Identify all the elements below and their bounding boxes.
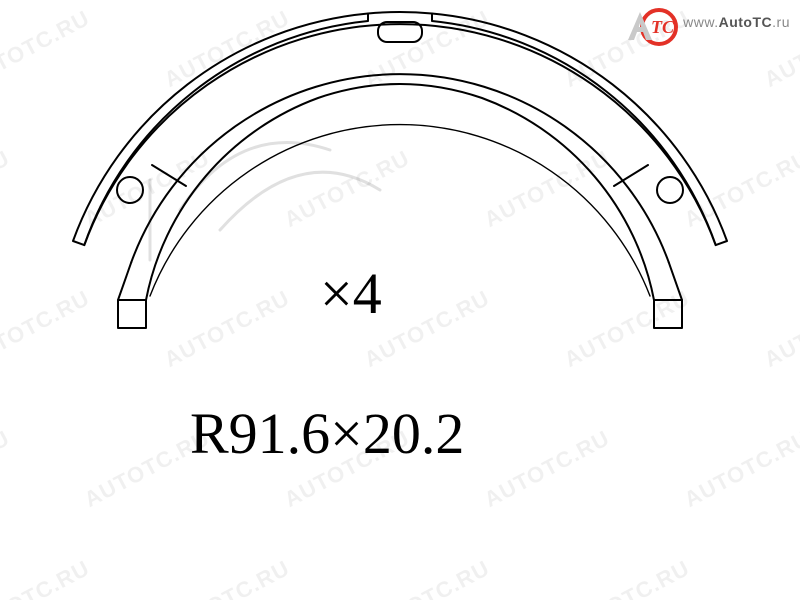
autotc-logo: TC [622,6,680,48]
spec-label: R91.6×20.2 [190,400,464,467]
brake-shoe-drawing [0,0,800,600]
url-prefix: www. [683,14,718,30]
quantity-label: ×4 [320,260,382,327]
url-suffix: .ru [772,14,790,30]
svg-text:TC: TC [651,17,675,37]
site-url: www.AutoTC.ru [683,14,790,30]
url-brand: AutoTC [719,14,773,30]
